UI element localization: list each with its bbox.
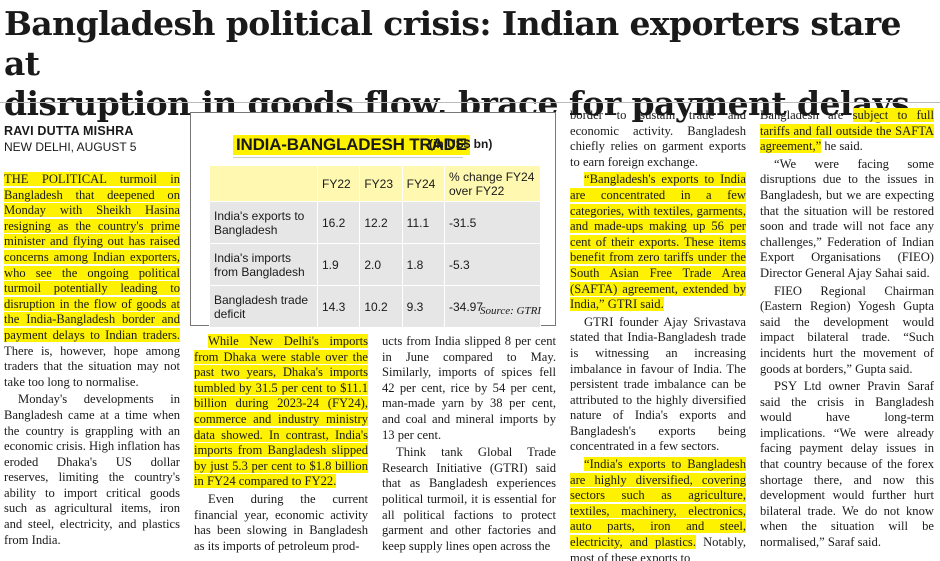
- table-cell: -31.5: [444, 201, 541, 244]
- table-cell: 16.2: [316, 201, 361, 244]
- table-row: Bangladesh trade deficit 14.3 10.2 9.3 -…: [209, 285, 541, 328]
- article-column-3: ucts from India slipped 8 per cent in Ju…: [382, 334, 556, 556]
- article-paragraph: FIEO Regional Chairman (Eastern Region) …: [760, 283, 934, 376]
- byline-dateline: NEW DELHI, AUGUST 5: [4, 140, 137, 154]
- article-column-2: While New Delhi's imports from Dhaka wer…: [194, 334, 368, 556]
- table-header-cell: FY24: [401, 165, 446, 202]
- article-paragraph: Bangladesh are subject to full tariffs a…: [760, 108, 934, 154]
- trade-table: FY22 FY23 FY24 % change FY24 over FY22 I…: [209, 165, 541, 328]
- article-column-5: Bangladesh are subject to full tariffs a…: [760, 108, 934, 553]
- article-column-1: THE POLITICAL turmoil in Bangladesh that…: [4, 172, 180, 550]
- trade-table-chart: INDIA-BANGLADESH TRADE (in US$ bn) FY22 …: [190, 112, 556, 328]
- article-paragraph: THE POLITICAL turmoil in Bangladesh that…: [4, 172, 180, 389]
- table-cell: 2.0: [359, 243, 403, 286]
- table-row-label: Bangladesh trade deficit: [209, 285, 318, 328]
- highlighted-text: “Bangladesh's exports to India are conce…: [570, 172, 746, 312]
- article-paragraph: Think tank Global Trade Research Initiat…: [382, 445, 556, 553]
- headline-line-1: Bangladesh political crisis: Indian expo…: [4, 4, 902, 83]
- byline-author: RAVI DUTTA MISHRA: [4, 124, 134, 138]
- table-cell: 9.3: [401, 285, 446, 328]
- table-cell: 10.2: [359, 285, 403, 328]
- table-row: India's imports from Bangladesh 1.9 2.0 …: [209, 243, 541, 286]
- chart-title-underline: [233, 157, 463, 158]
- table-cell: 11.1: [401, 201, 446, 244]
- article-paragraph: GTRI founder Ajay Srivastava stated that…: [570, 314, 746, 454]
- article-paragraph: PSY Ltd owner Pravin Saraf said the cris…: [760, 379, 934, 550]
- headline-divider: [0, 102, 940, 103]
- table-header-cell: FY22: [316, 165, 361, 202]
- article-paragraph: Monday's developments in Bangladesh came…: [4, 392, 180, 547]
- table-cell: 1.9: [316, 243, 361, 286]
- article-paragraph: “We were facing some disruptions due to …: [760, 156, 934, 280]
- table-cell: 12.2: [359, 201, 403, 244]
- table-header-row: FY22 FY23 FY24 % change FY24 over FY22: [209, 165, 541, 202]
- table-row-label: India's exports to Bangladesh: [209, 201, 318, 244]
- table-row-label: India's imports from Bangladesh: [209, 243, 318, 286]
- table-header-cell: FY23: [359, 165, 403, 202]
- article-paragraph: ucts from India slipped 8 per cent in Ju…: [382, 334, 556, 442]
- highlighted-text: THE POLITICAL turmoil in Bangladesh that…: [4, 172, 180, 342]
- article-paragraph: border to sustain trade and economic act…: [570, 108, 746, 169]
- chart-unit: (in US$ bn): [429, 137, 493, 151]
- table-header-blank: [209, 165, 318, 202]
- article-paragraph: While New Delhi's imports from Dhaka wer…: [194, 334, 368, 490]
- article-column-4: border to sustain trade and economic act…: [570, 108, 746, 561]
- table-cell: 14.3: [316, 285, 361, 328]
- highlighted-text: While New Delhi's imports from Dhaka wer…: [194, 334, 368, 489]
- chart-source: Source: GTRI: [480, 305, 541, 317]
- article-paragraph: “Bangladesh's exports to India are conce…: [570, 172, 746, 312]
- table-cell: -34.97: [444, 285, 541, 328]
- table-header-cell: % change FY24 over FY22: [444, 165, 541, 202]
- article-paragraph: “India's exports to Bangladesh are highl…: [570, 457, 746, 561]
- table-cell: -5.3: [444, 243, 541, 286]
- headline: Bangladesh political crisis: Indian expo…: [4, 4, 936, 124]
- article-paragraph: Even during the current financial year, …: [194, 491, 368, 553]
- table-cell: 1.8: [401, 243, 446, 286]
- table-row: India's exports to Bangladesh 16.2 12.2 …: [209, 201, 541, 244]
- chart-title: INDIA-BANGLADESH TRADE: [233, 135, 470, 155]
